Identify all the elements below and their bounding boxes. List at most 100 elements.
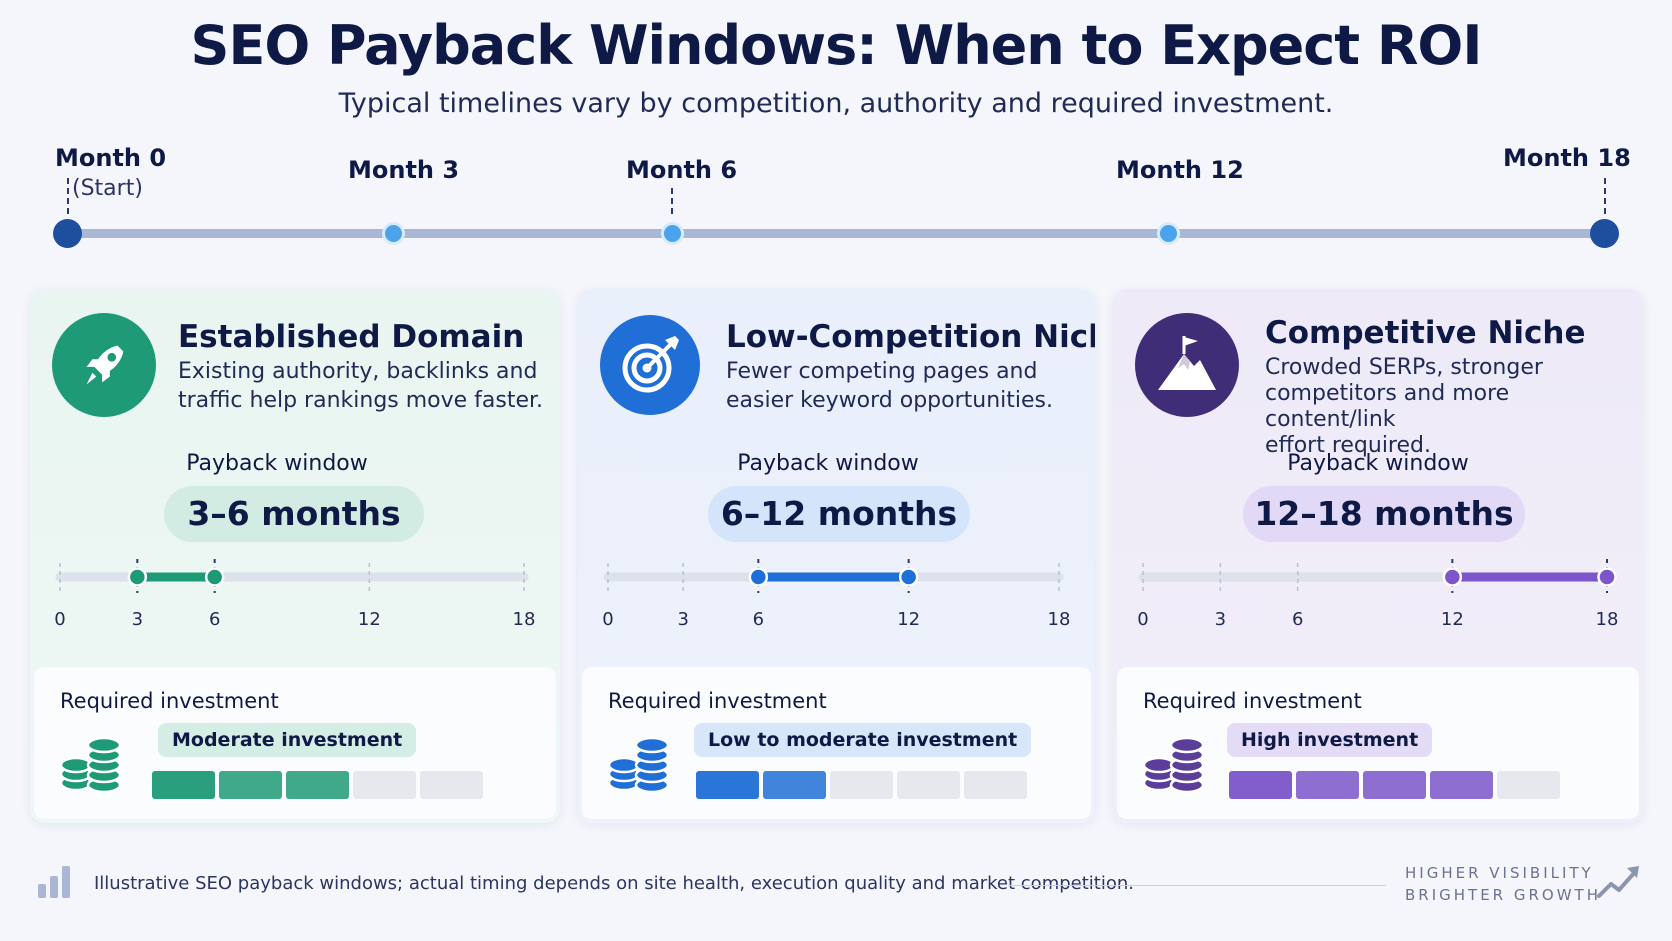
investment-segment-filled xyxy=(219,771,282,799)
investment-segment-filled xyxy=(1229,771,1292,799)
card-description-line: Crowded SERPs, stronger xyxy=(1265,355,1543,380)
card-title: Established Domain xyxy=(178,319,525,355)
payback-window-value: 3–6 months xyxy=(164,486,424,542)
investment-segment-empty xyxy=(1497,771,1560,799)
mini-timeline-tick-label: 18 xyxy=(513,609,536,630)
investment-segment-filled xyxy=(1363,771,1426,799)
investment-label: Required investment xyxy=(60,689,279,713)
timeline-label-start: (Start) xyxy=(72,176,143,201)
timeline-dash-18 xyxy=(1604,178,1606,214)
timeline-label-month-3: Month 3 xyxy=(348,156,460,184)
mini-timeline-tick-label: 3 xyxy=(677,609,688,630)
card-description: Crowded SERPs, stronger competitors and … xyxy=(1265,355,1643,459)
investment-segment-filled xyxy=(152,771,215,799)
investment-segment-empty xyxy=(830,771,893,799)
coins-icon xyxy=(1141,727,1207,799)
payback-range-endpoint xyxy=(204,567,225,587)
investment-segment-filled xyxy=(1430,771,1493,799)
card-title: Low-Competition Niche xyxy=(726,319,1095,355)
investment-label: Required investment xyxy=(608,689,827,713)
mini-timeline-tick-label: 3 xyxy=(132,609,143,630)
mini-timeline-tick-label: 6 xyxy=(209,609,220,630)
timeline-dot-month-12 xyxy=(1157,222,1180,245)
card-description-line: competitors and more content/link xyxy=(1265,381,1510,432)
brand-line: BRIGHTER GROWTH xyxy=(1405,886,1601,904)
card-established-domain: Established Domain Existing authority, b… xyxy=(30,289,560,823)
target-icon xyxy=(600,315,700,415)
timeline-dash-6 xyxy=(671,188,673,214)
investment-segment-filled xyxy=(696,771,759,799)
coins-icon xyxy=(58,727,124,799)
footer-divider xyxy=(1008,885,1386,886)
timeline-label-month-6: Month 6 xyxy=(626,156,738,184)
mini-timeline-tick-label: 3 xyxy=(1215,609,1226,630)
investment-panel: Required investment High investment xyxy=(1117,667,1639,819)
investment-segment-empty xyxy=(897,771,960,799)
investment-segment-empty xyxy=(420,771,483,799)
brand-line: HIGHER VISIBILITY xyxy=(1405,864,1594,882)
payback-range-endpoint xyxy=(1597,567,1617,587)
mini-timeline-tick-label: 18 xyxy=(1596,609,1619,630)
mini-timeline-tick-label: 12 xyxy=(358,609,381,630)
brand-tagline: HIGHER VISIBILITY BRIGHTER GROWTH xyxy=(1405,862,1601,906)
mini-timeline-tick-label: 12 xyxy=(897,609,920,630)
timeline-dash-0 xyxy=(67,178,69,214)
mini-timeline: 0 3 6 12 18 xyxy=(1137,559,1619,630)
payback-window-value: 6–12 months xyxy=(708,486,970,542)
footer-note: Illustrative SEO payback windows; actual… xyxy=(94,873,1134,894)
timeline-dot-month-3 xyxy=(382,222,405,245)
mini-timeline-tick-label: 12 xyxy=(1441,609,1464,630)
mountain-flag-icon xyxy=(1135,313,1239,417)
investment-segment-empty xyxy=(964,771,1027,799)
mini-timeline-tick-label: 0 xyxy=(54,609,65,630)
card-description: Existing authority, backlinks and traffi… xyxy=(178,357,543,415)
card-competitive-niche: Competitive Niche Crowded SERPs, stronge… xyxy=(1113,289,1643,823)
card-title: Competitive Niche xyxy=(1265,315,1586,351)
timeline-label-month-0: Month 0 xyxy=(55,144,167,172)
investment-level-badge: Moderate investment xyxy=(158,723,417,757)
mini-timeline-tick-label: 0 xyxy=(602,609,613,630)
timeline-dot-month-18 xyxy=(1590,219,1619,248)
mini-timeline-tick-label: 6 xyxy=(1292,609,1303,630)
page-title: SEO Payback Windows: When to Expect ROI xyxy=(190,14,1483,77)
card-description-line: Existing authority, backlinks and xyxy=(178,359,538,384)
payback-range-endpoint xyxy=(127,567,148,587)
payback-window-label: Payback window xyxy=(1287,451,1469,476)
timeline-dot-month-0 xyxy=(53,219,82,248)
mini-timeline: 0 3 6 12 18 xyxy=(602,559,1071,630)
bar-chart-icon xyxy=(36,862,74,904)
card-description-line: Fewer competing pages and xyxy=(726,359,1038,384)
timeline-track xyxy=(68,229,1604,238)
payback-window-value: 12–18 months xyxy=(1243,486,1525,542)
investment-segment-filled xyxy=(1296,771,1359,799)
page-subtitle: Typical timelines vary by competition, a… xyxy=(338,88,1334,119)
timeline-label-month-18: Month 18 xyxy=(1503,144,1631,172)
investment-label: Required investment xyxy=(1143,689,1362,713)
investment-segment-filled xyxy=(763,771,826,799)
timeline-dot-month-6 xyxy=(661,222,684,245)
investment-panel: Required investment Low to moderate inve… xyxy=(582,667,1091,819)
investment-segment-empty xyxy=(353,771,416,799)
payback-range-endpoint xyxy=(1442,567,1463,587)
card-description-line: easier keyword opportunities. xyxy=(726,388,1053,413)
card-description-line: effort required. xyxy=(1265,433,1431,458)
card-description: Fewer competing pages and easier keyword… xyxy=(726,357,1053,415)
rocket-icon xyxy=(52,313,156,417)
card-description-line: traffic help rankings move faster. xyxy=(178,388,544,413)
mini-timeline-tick-label: 18 xyxy=(1048,609,1071,630)
mini-timeline-tick-label: 6 xyxy=(753,609,764,630)
payback-window-label: Payback window xyxy=(186,451,368,476)
mini-timeline-tick-label: 0 xyxy=(1137,609,1148,630)
investment-level-badge: Low to moderate investment xyxy=(694,723,1032,757)
trend-arrow-icon xyxy=(1597,862,1641,906)
investment-level-badge: High investment xyxy=(1227,723,1433,757)
timeline-label-month-12: Month 12 xyxy=(1116,156,1244,184)
card-low-competition-niche: Low-Competition Niche Fewer competing pa… xyxy=(578,289,1095,823)
payback-window-label: Payback window xyxy=(737,451,919,476)
coins-icon xyxy=(606,727,672,799)
payback-range-endpoint xyxy=(748,567,769,587)
mini-timeline: 0 3 6 12 18 xyxy=(54,559,536,630)
investment-panel: Required investment Moderate investment xyxy=(34,667,556,819)
payback-range-endpoint xyxy=(898,567,919,587)
investment-segment-filled xyxy=(286,771,349,799)
